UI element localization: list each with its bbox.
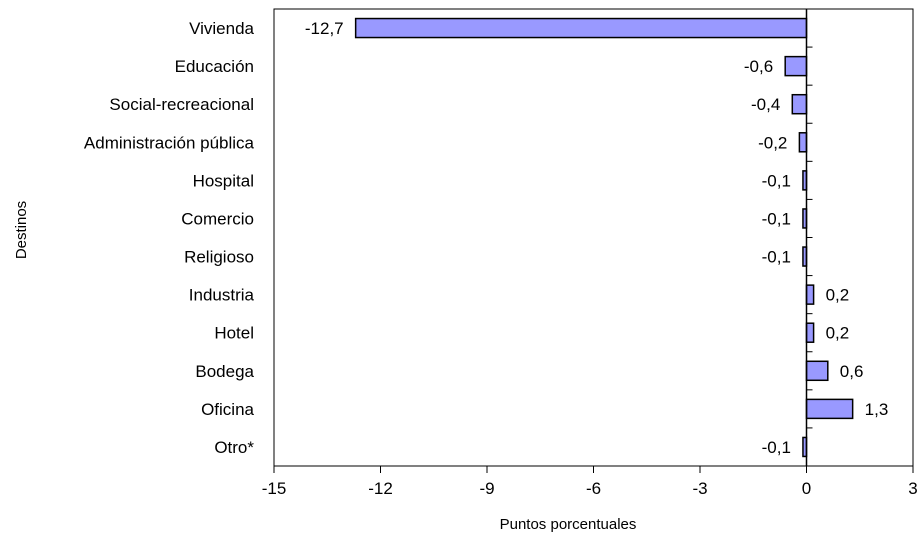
value-label-1: -0,6 bbox=[744, 57, 773, 76]
value-label-3: -0,2 bbox=[758, 133, 787, 152]
x-tick-label-1: -12 bbox=[368, 479, 393, 498]
x-axis: -15 -12 -9 -6 -3 0 3 bbox=[262, 466, 918, 498]
x-tick-label-5: 0 bbox=[802, 479, 811, 498]
value-label-11: -0,1 bbox=[762, 438, 791, 457]
category-label-1: Educación bbox=[175, 57, 254, 76]
bar-1 bbox=[784, 55, 808, 77]
value-label-9: 0,6 bbox=[840, 362, 864, 381]
value-label-4: -0,1 bbox=[762, 171, 791, 190]
zero-axis bbox=[805, 8, 813, 467]
category-label-2: Social-recreacional bbox=[109, 95, 254, 114]
category-label-4: Hospital bbox=[193, 171, 254, 190]
x-axis-title: Puntos porcentuales bbox=[500, 516, 637, 533]
category-label-5: Comercio bbox=[181, 209, 254, 228]
bar-0 bbox=[354, 17, 808, 39]
category-labels: Vivienda Educación Social-recreacional Admi… bbox=[84, 19, 255, 457]
bar-2 bbox=[791, 93, 808, 115]
value-label-10: 1,3 bbox=[865, 400, 889, 419]
bar-3 bbox=[798, 132, 808, 153]
x-tick-label-6: 3 bbox=[908, 479, 917, 498]
value-label-5: -0,1 bbox=[762, 209, 791, 228]
value-label-7: 0,2 bbox=[826, 286, 850, 305]
value-label-8: 0,2 bbox=[826, 324, 850, 343]
bar-8 bbox=[805, 322, 815, 343]
category-label-10: Oficina bbox=[201, 400, 254, 419]
bars-group bbox=[354, 17, 854, 458]
category-label-8: Hotel bbox=[214, 324, 254, 343]
category-label-6: Religioso bbox=[184, 248, 254, 267]
category-label-11: Otro* bbox=[214, 438, 254, 457]
category-label-3: Administración pública bbox=[84, 133, 255, 152]
bar-7 bbox=[805, 284, 815, 305]
category-label-9: Bodega bbox=[195, 362, 254, 381]
value-label-6: -0,1 bbox=[762, 248, 791, 267]
value-label-0: -12,7 bbox=[305, 19, 344, 38]
y-axis-title: Destinos bbox=[13, 201, 30, 259]
x-tick-label-4: -3 bbox=[692, 479, 707, 498]
x-tick-label-0: -15 bbox=[262, 479, 287, 498]
bar-9 bbox=[805, 360, 829, 382]
value-labels: -12,7 -0,6 -0,4 -0,2 -0,1 -0,1 -0,1 0,2 0,2 0,61,… bbox=[305, 19, 888, 457]
category-label-7: Industria bbox=[189, 286, 255, 305]
category-label-0: Vivienda bbox=[189, 19, 254, 38]
value-label-2: -0,4 bbox=[751, 95, 780, 114]
plot-area bbox=[273, 8, 914, 467]
x-tick-label-3: -6 bbox=[586, 479, 601, 498]
bar-10 bbox=[805, 398, 854, 420]
plot-border bbox=[273, 8, 914, 467]
x-tick-label-2: -9 bbox=[479, 479, 494, 498]
